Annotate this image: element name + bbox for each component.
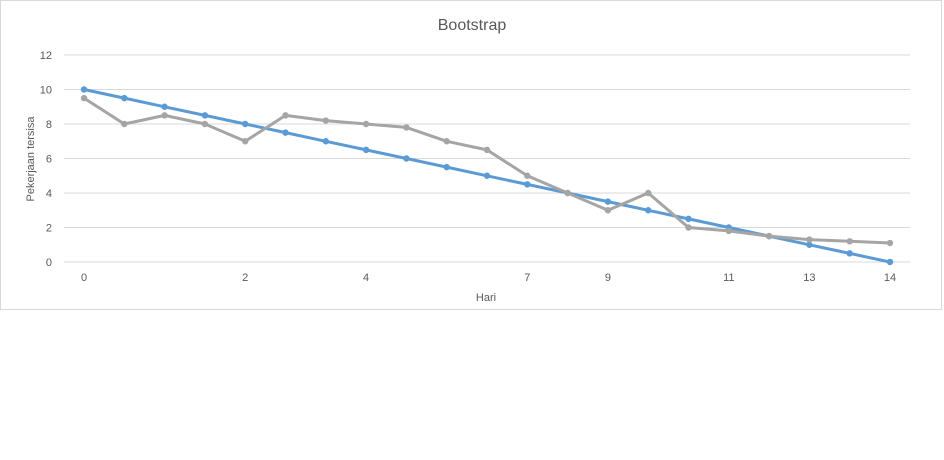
data-point (564, 189, 571, 197)
data-point (282, 129, 289, 136)
data-point (322, 138, 329, 145)
data-point (161, 103, 168, 110)
data-point (846, 238, 853, 245)
data-point (604, 198, 612, 205)
x-tick-label: 4 (363, 272, 369, 284)
data-point (201, 112, 209, 119)
x-axis-ticks: 0 2 4 7 9 11 13 14 (81, 272, 896, 284)
y-tick-label: 2 (46, 223, 52, 235)
data-point (645, 207, 652, 214)
data-point (886, 258, 894, 266)
x-tick-label: 9 (605, 272, 611, 284)
data-point (725, 227, 732, 235)
line-chart: Bootstrap 0 2 4 6 8 10 12 0 2 4 7 9 11 13 14 Hari Pek… (25, 17, 910, 304)
x-tick-label: 7 (524, 272, 530, 284)
y-tick-label: 8 (46, 119, 52, 131)
x-axis-label: Hari (476, 292, 496, 304)
y-tick-label: 6 (46, 154, 52, 166)
data-point (80, 86, 88, 93)
data-point (483, 172, 491, 179)
data-point (121, 120, 128, 128)
y-axis-label: Pekerjaan tersisa (25, 116, 37, 202)
data-point (524, 172, 531, 179)
data-point (322, 117, 329, 124)
y-axis-ticks: 0 2 4 6 8 10 12 (40, 50, 52, 269)
data-point (362, 120, 370, 128)
y-tick-label: 10 (40, 85, 52, 97)
data-point (282, 112, 289, 119)
data-point (765, 232, 773, 240)
data-point (242, 120, 249, 128)
x-tick-label: 13 (803, 272, 815, 284)
y-tick-label: 4 (46, 188, 52, 200)
data-point (806, 236, 813, 243)
x-tick-label: 0 (81, 272, 87, 284)
x-tick-label: 14 (884, 272, 896, 284)
data-point (443, 163, 450, 171)
series-line (82, 96, 892, 245)
data-point (121, 94, 128, 102)
data-point (685, 215, 692, 223)
data-point (806, 241, 813, 248)
data-point (645, 189, 652, 197)
chart-area: Bootstrap 0 2 4 6 8 10 12 0 2 4 7 9 11 13 14 Hari Pek… (0, 0, 942, 310)
chart-title: Bootstrap (438, 17, 507, 34)
y-tick-label: 12 (40, 50, 52, 62)
data-point (886, 239, 894, 247)
data-point (80, 94, 88, 102)
x-tick-label: 11 (723, 272, 734, 284)
x-tick-label: 2 (242, 272, 248, 284)
data-point (362, 146, 370, 154)
y-tick-label: 0 (46, 257, 52, 269)
data-point (403, 155, 410, 162)
data-point (685, 224, 692, 231)
data-point (846, 250, 853, 257)
data-point (201, 120, 209, 128)
gridlines (64, 54, 910, 263)
data-point (483, 146, 491, 154)
data-point (161, 112, 168, 119)
data-point (242, 138, 249, 145)
data-point (524, 181, 531, 188)
series-layer (80, 86, 894, 266)
data-point (443, 138, 450, 145)
data-point (403, 124, 410, 131)
data-point (604, 207, 612, 214)
series-2 (80, 94, 894, 247)
